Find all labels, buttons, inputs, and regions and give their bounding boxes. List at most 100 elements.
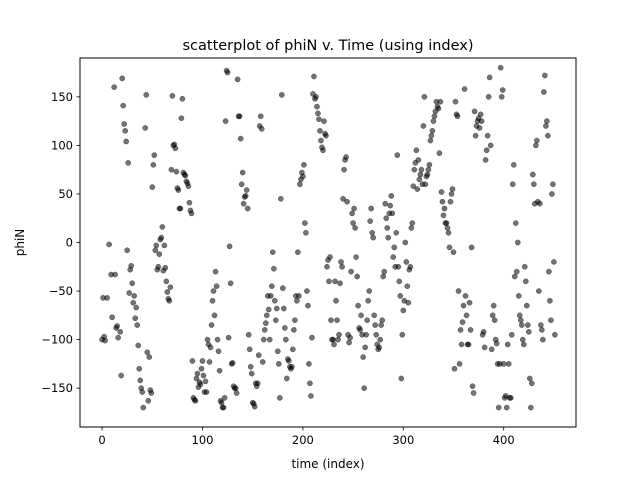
- data-point: [461, 86, 468, 92]
- data-point: [445, 229, 452, 236]
- data-point: [372, 322, 379, 328]
- data-point: [381, 268, 388, 275]
- data-point: [182, 172, 189, 179]
- data-point: [498, 93, 505, 100]
- x-tick-label: 300: [392, 433, 414, 447]
- data-point: [166, 297, 173, 304]
- data-point: [130, 299, 137, 306]
- data-point: [351, 205, 357, 212]
- data-point: [313, 93, 319, 100]
- data-point: [397, 293, 404, 299]
- data-point: [159, 224, 166, 230]
- data-point: [486, 74, 493, 81]
- data-point: [164, 289, 171, 295]
- data-point: [142, 125, 149, 131]
- data-point: [320, 147, 326, 154]
- data-point: [465, 341, 472, 348]
- data-point: [189, 358, 196, 364]
- data-point: [254, 380, 261, 387]
- data-point: [270, 265, 277, 272]
- data-point: [175, 187, 182, 193]
- data-point: [185, 183, 192, 190]
- data-point: [353, 254, 359, 260]
- data-point: [391, 244, 398, 251]
- data-point: [326, 278, 332, 285]
- data-point: [140, 404, 147, 411]
- data-point: [291, 327, 297, 333]
- data-point: [355, 302, 361, 309]
- data-point: [247, 363, 254, 370]
- data-point: [521, 263, 528, 270]
- data-point: [467, 327, 474, 333]
- points-layer: [99, 64, 558, 411]
- data-point: [493, 340, 500, 347]
- data-point: [363, 331, 369, 338]
- data-point: [333, 297, 339, 304]
- data-point: [483, 147, 490, 154]
- data-point: [532, 142, 539, 149]
- data-point: [343, 154, 349, 160]
- data-point: [520, 341, 527, 348]
- data-point: [207, 344, 214, 351]
- data-point: [111, 84, 117, 90]
- data-point: [463, 312, 470, 319]
- data-point: [265, 306, 272, 313]
- data-point: [418, 166, 425, 173]
- data-point: [214, 336, 221, 343]
- data-point: [469, 383, 476, 390]
- data-point: [206, 359, 213, 365]
- data-point: [547, 297, 553, 304]
- data-point: [524, 322, 531, 328]
- data-point: [248, 370, 255, 377]
- data-point: [429, 127, 436, 134]
- data-point: [390, 254, 397, 260]
- data-point: [379, 317, 386, 324]
- data-point: [198, 365, 205, 372]
- data-point: [503, 404, 510, 411]
- data-point: [462, 293, 469, 299]
- data-point: [243, 187, 250, 193]
- data-point: [281, 325, 288, 331]
- data-point: [525, 328, 532, 335]
- data-point: [197, 381, 204, 388]
- data-point: [106, 241, 112, 248]
- data-point: [526, 375, 533, 382]
- data-point: [146, 354, 153, 360]
- data-point: [367, 218, 374, 224]
- data-point: [413, 147, 420, 154]
- data-point: [512, 220, 519, 226]
- data-point: [485, 93, 492, 100]
- data-point: [388, 193, 395, 199]
- data-point: [155, 263, 162, 270]
- data-point: [323, 132, 329, 139]
- data-point: [309, 334, 315, 341]
- data-point: [204, 336, 211, 343]
- data-point: [221, 395, 228, 401]
- data-point: [208, 322, 215, 328]
- data-point: [122, 127, 129, 134]
- data-point: [378, 322, 385, 328]
- data-point: [237, 135, 244, 142]
- data-point: [144, 349, 151, 356]
- data-point: [369, 229, 376, 236]
- data-point: [194, 370, 201, 377]
- data-point: [178, 115, 185, 122]
- data-point: [500, 361, 507, 367]
- data-point: [459, 319, 466, 325]
- data-point: [161, 242, 168, 249]
- data-point: [149, 184, 156, 190]
- data-point: [192, 397, 199, 404]
- data-point: [549, 191, 555, 197]
- data-point: [128, 262, 135, 269]
- data-point: [507, 395, 514, 401]
- data-point: [314, 103, 320, 110]
- data-point: [218, 399, 225, 406]
- data-point: [229, 360, 236, 366]
- data-point: [514, 239, 521, 246]
- data-point: [121, 121, 128, 127]
- data-point: [466, 299, 473, 306]
- data-point: [331, 341, 337, 348]
- y-tick-label: 100: [51, 138, 73, 152]
- data-point: [118, 372, 125, 379]
- data-point: [385, 234, 392, 241]
